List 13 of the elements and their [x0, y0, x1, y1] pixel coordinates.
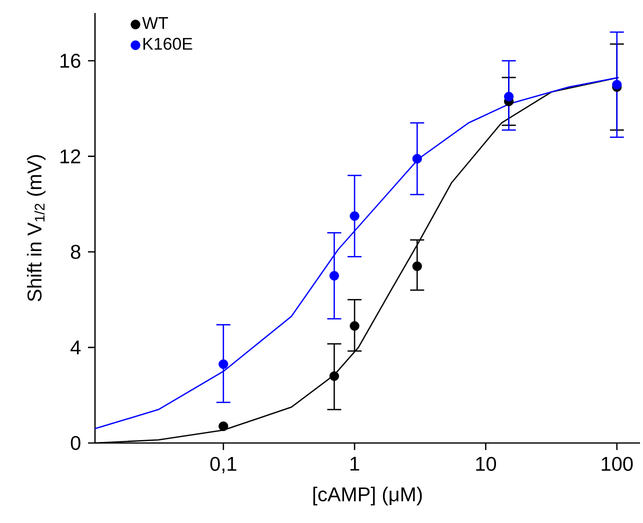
y-tick-label: 16 — [60, 54, 80, 68]
y-tick-label: 4 — [70, 340, 81, 354]
y-tick-label: 0 — [70, 436, 80, 450]
x-tick-label: 100 — [602, 456, 633, 471]
x-tick-label: 0,1 — [210, 456, 236, 474]
y-axis-title: Shift in V$_{1/2}$ (mV) — [26, 155, 46, 302]
y-tick-label: 12 — [60, 149, 80, 164]
x-tick-label: 10 — [476, 456, 496, 471]
x-axis-title: [cAMP] (μM) — [313, 486, 422, 506]
x-tick-label: 1 — [350, 456, 360, 471]
legend-label: WT — [142, 17, 168, 29]
y-tick-label: 8 — [70, 244, 80, 259]
legend-label: K160E — [143, 38, 192, 50]
